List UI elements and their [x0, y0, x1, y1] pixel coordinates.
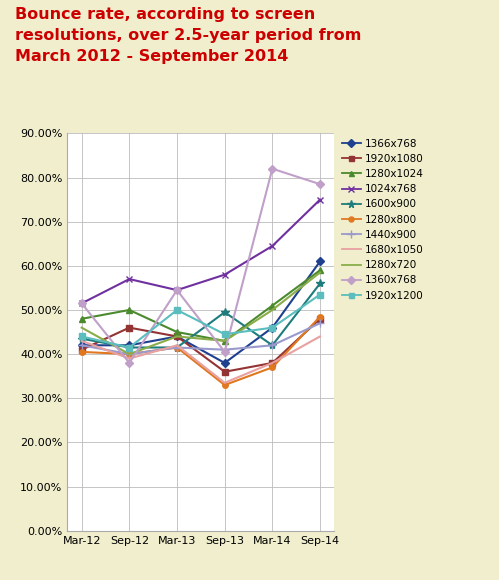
Line: 1366x768: 1366x768: [79, 259, 323, 366]
1280x800: [222, 382, 228, 389]
1920x1200: [222, 331, 228, 338]
1280x1024: [317, 267, 323, 274]
1920x1200: [269, 324, 275, 331]
1280x800: [269, 364, 275, 371]
1280x800: [317, 313, 323, 320]
1280x800: [174, 344, 180, 351]
1024x768: [174, 287, 180, 293]
1280x720: [174, 333, 180, 340]
1920x1200: [174, 306, 180, 313]
1920x1200: [126, 344, 132, 351]
1360x768: [126, 360, 132, 367]
1920x1200: [317, 291, 323, 298]
1600x900: [126, 344, 132, 351]
Legend: 1366x768, 1920x1080, 1280x1024, 1024x768, 1600x900, 1280x800, 1440x900, 1680x105: 1366x768, 1920x1080, 1280x1024, 1024x768…: [342, 139, 424, 300]
1680x1050: [174, 342, 180, 349]
Line: 1440x900: 1440x900: [77, 319, 324, 358]
Line: 1280x720: 1280x720: [82, 273, 320, 354]
Line: 1680x1050: 1680x1050: [82, 336, 320, 383]
1920x1080: [174, 333, 180, 340]
1600x900: [222, 309, 228, 316]
1366x768: [222, 360, 228, 367]
Line: 1360x768: 1360x768: [79, 166, 323, 366]
1280x720: [317, 269, 323, 276]
1360x768: [317, 181, 323, 188]
1440x900: [222, 346, 228, 353]
1680x1050: [269, 360, 275, 367]
1920x1080: [222, 368, 228, 375]
1360x768: [79, 300, 85, 307]
1680x1050: [222, 379, 228, 386]
1680x1050: [317, 333, 323, 340]
Line: 1280x1024: 1280x1024: [79, 267, 323, 344]
1600x900: [174, 344, 180, 351]
1440x900: [174, 344, 180, 351]
1280x800: [126, 351, 132, 358]
Line: 1920x1200: 1920x1200: [79, 292, 323, 350]
1280x720: [222, 338, 228, 345]
1680x1050: [79, 338, 85, 345]
1600x900: [317, 280, 323, 287]
1440x900: [126, 351, 132, 358]
1600x900: [269, 342, 275, 349]
1920x1080: [317, 316, 323, 322]
1280x1024: [126, 306, 132, 313]
1440x900: [317, 320, 323, 327]
1600x900: [79, 335, 85, 342]
1920x1200: [79, 333, 85, 340]
1024x768: [79, 300, 85, 307]
1280x1024: [222, 338, 228, 345]
1366x768: [126, 342, 132, 349]
1280x1024: [79, 316, 85, 322]
1366x768: [269, 324, 275, 331]
1366x768: [317, 258, 323, 265]
Text: Bounce rate, according to screen
resolutions, over 2.5-year period from
March 20: Bounce rate, according to screen resolut…: [15, 6, 361, 64]
1366x768: [79, 342, 85, 349]
1280x720: [269, 306, 275, 313]
1280x720: [126, 351, 132, 358]
1280x1024: [269, 302, 275, 309]
1920x1080: [269, 360, 275, 367]
1360x768: [269, 165, 275, 172]
1024x768: [269, 242, 275, 249]
1280x1024: [174, 328, 180, 335]
1024x768: [222, 271, 228, 278]
1440x900: [269, 342, 275, 349]
1280x720: [79, 324, 85, 331]
1360x768: [222, 349, 228, 356]
1440x900: [79, 342, 85, 349]
Line: 1280x800: 1280x800: [79, 314, 323, 388]
Line: 1024x768: 1024x768: [78, 196, 323, 307]
Line: 1600x900: 1600x900: [77, 280, 324, 351]
1360x768: [174, 287, 180, 293]
1366x768: [174, 333, 180, 340]
1280x800: [79, 349, 85, 356]
1024x768: [126, 276, 132, 282]
1680x1050: [126, 355, 132, 362]
1920x1080: [79, 346, 85, 353]
1920x1080: [126, 324, 132, 331]
1024x768: [317, 196, 323, 203]
Line: 1920x1080: 1920x1080: [79, 316, 323, 375]
